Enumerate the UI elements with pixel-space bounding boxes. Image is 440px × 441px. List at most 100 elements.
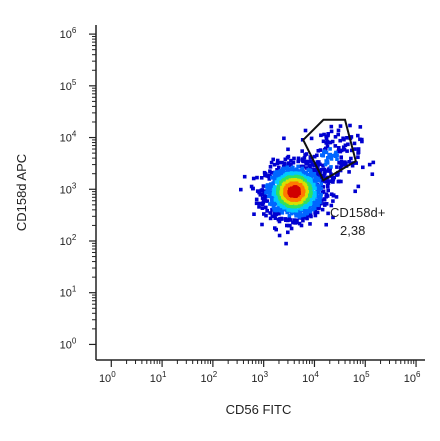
event-dot — [339, 159, 344, 163]
event-dot — [289, 226, 294, 231]
event-dot — [252, 212, 256, 216]
event-dot — [320, 173, 325, 178]
event-dot — [264, 190, 269, 195]
event-dot — [323, 162, 328, 167]
x-tick-label: 101 — [150, 370, 167, 385]
event-dot — [323, 203, 327, 207]
event-dot — [352, 141, 357, 146]
event-dot — [281, 188, 285, 193]
event-dot — [325, 156, 330, 160]
event-dot — [272, 188, 276, 192]
event-dot — [286, 172, 290, 176]
event-dot — [342, 137, 346, 142]
x-tick-label: 104 — [302, 370, 319, 385]
event-dot — [276, 177, 281, 182]
event-dot — [315, 153, 319, 158]
event-dot — [272, 172, 277, 177]
event-dot — [272, 179, 277, 183]
event-dot — [294, 214, 298, 218]
event-dot — [289, 178, 293, 183]
event-dot — [286, 230, 290, 235]
event-dot — [289, 162, 293, 167]
event-dot — [301, 195, 306, 200]
event-dot — [319, 186, 323, 191]
event-dot — [371, 160, 376, 165]
event-dot — [311, 185, 316, 190]
event-dot — [287, 213, 292, 218]
event-dot — [329, 165, 333, 169]
event-dot — [335, 165, 339, 169]
event-dot — [288, 201, 293, 205]
x-tick-exponent: 6 — [416, 370, 421, 379]
event-dot — [324, 141, 328, 145]
event-dot — [282, 136, 286, 141]
event-dot — [277, 165, 281, 170]
event-dot — [275, 196, 280, 201]
event-dot — [297, 215, 302, 219]
event-dot — [273, 198, 278, 202]
event-dot — [308, 201, 313, 205]
event-dot — [292, 208, 297, 213]
event-dot — [275, 201, 279, 206]
event-dot — [291, 193, 296, 198]
x-tick-exponent: 0 — [111, 370, 116, 379]
event-dot — [360, 139, 364, 144]
event-dot — [317, 195, 322, 199]
x-tick-exponent: 5 — [365, 370, 370, 379]
event-dot — [271, 157, 275, 162]
event-dot — [273, 193, 278, 197]
event-dot — [304, 170, 308, 175]
event-dot — [350, 163, 355, 168]
event-dot — [299, 202, 304, 207]
event-dot — [280, 175, 285, 179]
event-dot — [353, 147, 357, 151]
event-dot — [277, 233, 282, 238]
event-dot — [341, 145, 346, 149]
event-dot — [338, 138, 342, 143]
event-dot — [265, 208, 269, 213]
event-dot — [280, 199, 285, 203]
event-dot — [278, 170, 283, 175]
event-dot — [288, 191, 292, 196]
event-dot — [276, 180, 281, 185]
event-dot — [292, 156, 296, 161]
event-dot — [293, 218, 298, 223]
event-dot — [300, 166, 305, 171]
event-dot — [303, 128, 308, 133]
event-dot — [310, 173, 314, 178]
event-dot — [294, 201, 298, 206]
event-dot — [326, 184, 330, 189]
event-dot — [333, 153, 338, 158]
event-dot — [271, 199, 275, 203]
event-dot — [316, 149, 321, 153]
event-dot — [317, 160, 321, 164]
event-dot — [308, 168, 313, 173]
event-dot — [269, 160, 274, 165]
event-dot — [260, 196, 265, 200]
event-dot — [285, 210, 289, 215]
event-dot — [294, 190, 298, 194]
event-dot — [274, 227, 278, 232]
event-dot — [331, 153, 335, 158]
x-axis-title: CD56 FITC — [226, 402, 292, 417]
event-dot — [279, 216, 284, 221]
event-dot — [303, 199, 307, 203]
event-dot — [345, 149, 349, 153]
event-dot — [267, 177, 272, 181]
event-dot — [308, 187, 313, 191]
event-dot — [292, 220, 296, 225]
event-dot — [358, 137, 362, 142]
y-tick-label: 100 — [60, 336, 77, 351]
event-dot — [284, 241, 288, 246]
event-dot — [307, 163, 312, 168]
event-dot — [304, 166, 308, 170]
event-dot — [254, 201, 259, 206]
event-dot — [307, 159, 311, 164]
event-dot — [276, 191, 280, 195]
event-dot — [324, 136, 329, 141]
event-dot — [296, 204, 301, 208]
event-dot — [296, 156, 301, 161]
event-dot — [324, 180, 329, 184]
gate-polygon[interactable] — [301, 118, 357, 182]
